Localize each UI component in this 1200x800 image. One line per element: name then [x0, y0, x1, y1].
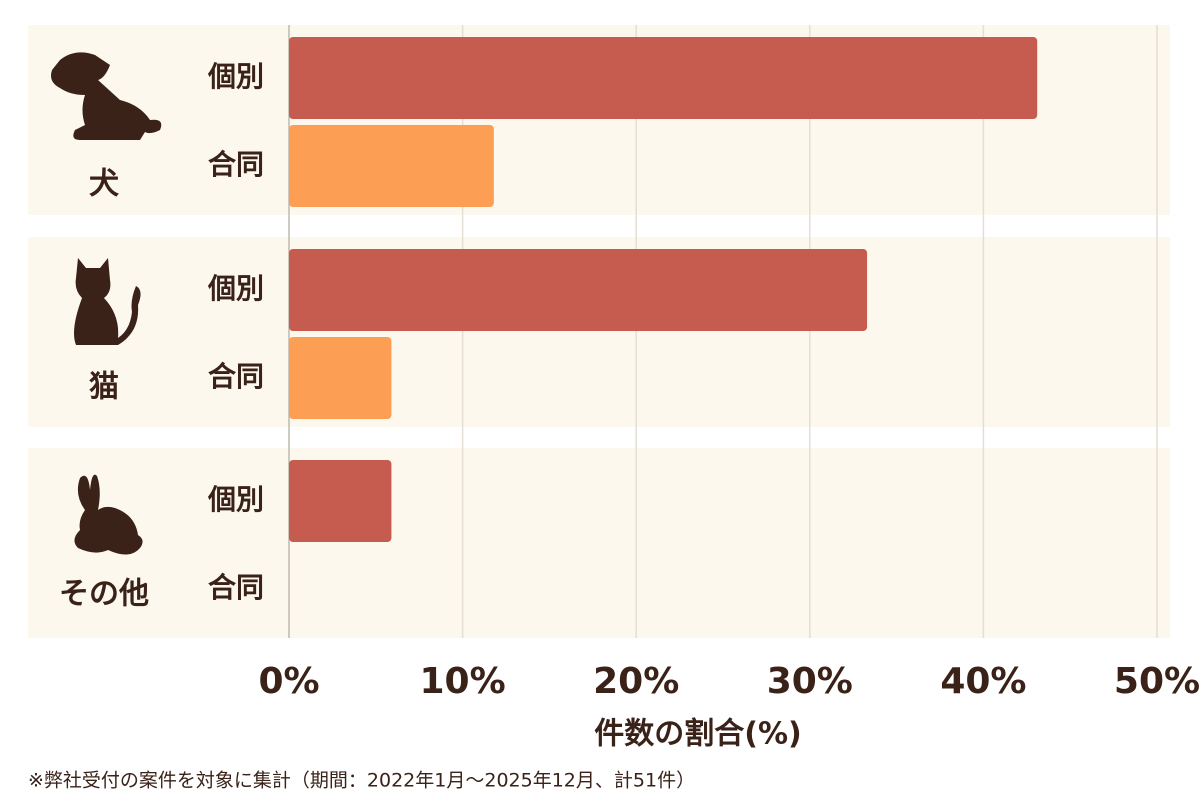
bar [289, 37, 1038, 119]
group-label: 猫 [89, 370, 119, 405]
bar [289, 249, 868, 331]
x-tick-label: 10% [420, 661, 506, 702]
bar [289, 337, 392, 419]
series-label: 合同 [208, 571, 264, 604]
x-axis-label: 件数の割合(%) [594, 717, 801, 752]
bar [289, 125, 494, 207]
bar [289, 460, 392, 542]
x-tick-label: 50% [1114, 661, 1200, 702]
x-tick-label: 0% [258, 661, 319, 702]
series-label: 個別 [207, 60, 264, 93]
icons [51, 52, 162, 555]
series-label: 個別 [207, 272, 264, 305]
group-label: 犬 [89, 167, 119, 202]
group-label: その他 [59, 577, 149, 612]
series-label: 合同 [208, 148, 264, 181]
series-label: 合同 [208, 360, 264, 393]
x-tick-label: 30% [767, 661, 853, 702]
footnote: ※弊社受付の案件を対象に集計（期間：2022年1月〜2025年12月、計51件） [28, 770, 695, 792]
rabbit-icon [74, 474, 143, 555]
x-tick-label: 20% [593, 661, 679, 702]
cat-icon [74, 258, 141, 345]
x-tick-label: 40% [940, 661, 1026, 702]
series-label: 個別 [207, 483, 264, 516]
group-panel [28, 448, 1170, 638]
dog-icon [51, 52, 162, 140]
